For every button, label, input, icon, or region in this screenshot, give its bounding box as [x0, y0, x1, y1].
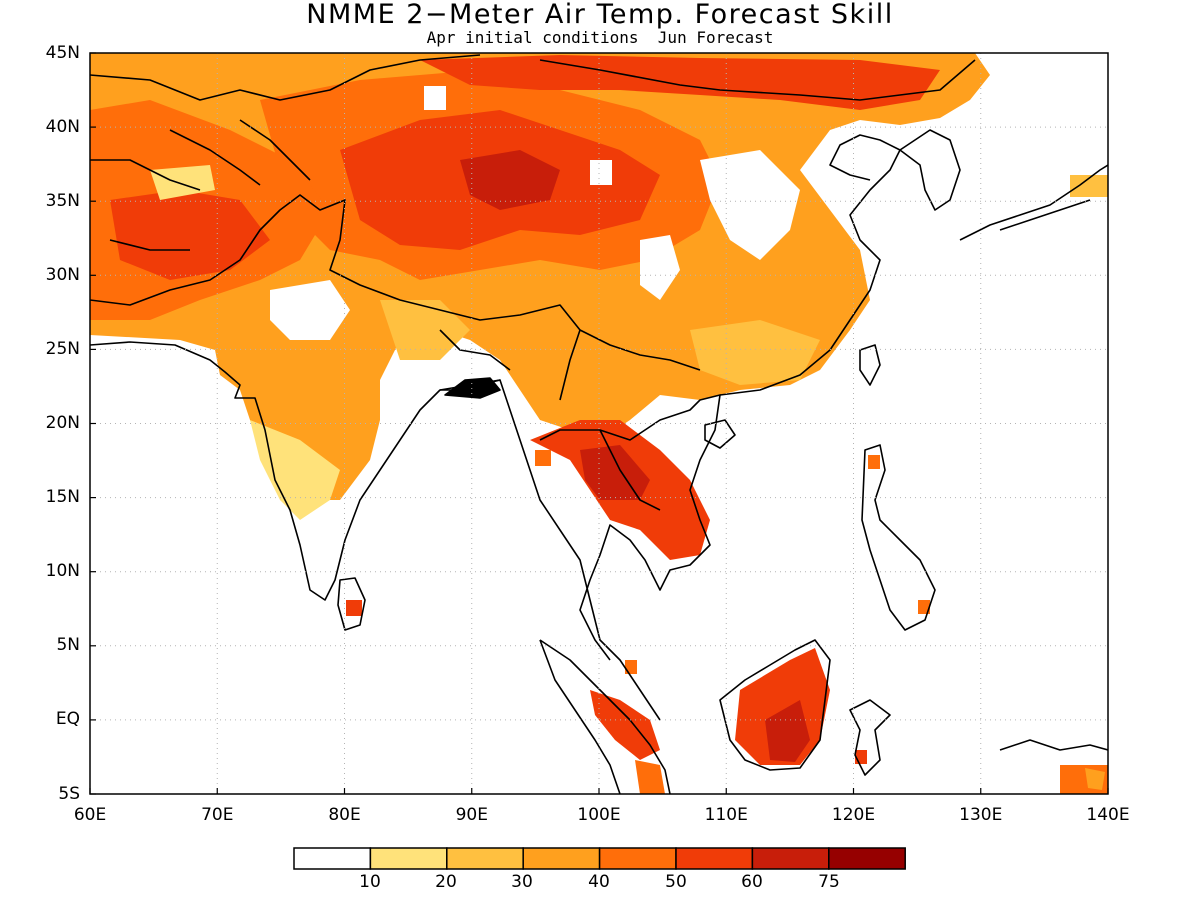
skill-gap-india	[270, 280, 350, 340]
colorbar-swatch	[828, 847, 906, 870]
lon-label-110e: 110E	[704, 805, 748, 825]
skill-patch-japan	[1070, 175, 1108, 197]
lat-label-5s: 5S	[58, 784, 80, 804]
skill-patch-sri-lanka	[346, 600, 362, 616]
skill-patch-luzon	[868, 455, 880, 469]
skill-region-indochina-dark	[580, 445, 650, 500]
skill-gap-taklimakan	[590, 160, 612, 185]
skill-region-tibet-dark	[460, 150, 560, 210]
colorbar-swatch	[293, 847, 372, 870]
skill-gap-china-east	[700, 150, 800, 260]
lon-label-80e: 80E	[328, 805, 361, 825]
lat-label-20n: 20N	[45, 413, 80, 433]
lat-label-45n: 45N	[45, 43, 80, 63]
skill-gap-kazakh	[424, 86, 446, 110]
lat-label-eq: EQ	[55, 709, 80, 729]
skill-gap-sichuan	[640, 235, 680, 300]
colorbar-label-40: 40	[588, 872, 610, 892]
lon-label-140e: 140E	[1086, 805, 1130, 825]
skill-patch-malaya	[625, 660, 637, 674]
skill-fringe-china-south	[690, 320, 820, 385]
colorbar-swatch	[598, 847, 677, 870]
lat-label-15n: 15N	[45, 487, 80, 507]
lat-label-40n: 40N	[45, 117, 80, 137]
lat-label-5n: 5N	[56, 635, 80, 655]
skill-region-iran-hot	[110, 190, 270, 280]
gridlines	[90, 53, 1108, 794]
map-subtitle: Apr initial conditions Jun Forecast	[426, 28, 774, 47]
colorbar-swatch	[675, 847, 754, 870]
skill-patch-burma	[535, 450, 551, 466]
skill-fringe-bengal	[380, 300, 470, 360]
skill-region-india-south	[250, 420, 340, 520]
colorbar-swatch	[369, 847, 448, 870]
lon-label-90e: 90E	[455, 805, 488, 825]
skill-patch-mindanao	[918, 600, 930, 614]
lon-label-70e: 70E	[201, 805, 234, 825]
lat-label-35n: 35N	[45, 191, 80, 211]
skill-fill-regions	[90, 53, 1108, 794]
colorbar	[293, 847, 906, 870]
lat-label-25n: 25N	[45, 339, 80, 359]
coastlines	[90, 54, 1108, 794]
colorbar-label-20: 20	[435, 872, 457, 892]
map-title: NMME 2−Meter Air Temp. Forecast Skill	[306, 0, 894, 30]
skill-region-new-guinea-core	[1085, 768, 1105, 790]
lon-label-130e: 130E	[959, 805, 1003, 825]
lat-label-30n: 30N	[45, 265, 80, 285]
skill-region-sumatra	[590, 690, 660, 760]
colorbar-label-60: 60	[741, 872, 763, 892]
colorbar-label-30: 30	[511, 872, 533, 892]
colorbar-swatch	[446, 847, 524, 870]
plot-frame	[89, 52, 1109, 795]
colorbar-swatch	[751, 847, 830, 870]
colorbar-label-10: 10	[359, 872, 381, 892]
skill-region-sumatra-south	[635, 760, 665, 794]
skill-fringe-afghan	[150, 165, 215, 200]
colorbar-swatch	[522, 847, 601, 870]
colorbar-label-75: 75	[818, 872, 840, 892]
lon-label-120e: 120E	[831, 805, 876, 825]
colorbar-label-50: 50	[665, 872, 687, 892]
lon-label-60e: 60E	[73, 805, 107, 825]
skill-region-borneo-dark	[765, 700, 810, 762]
lon-label-100e: 100E	[577, 805, 621, 825]
lat-label-10n: 10N	[45, 561, 80, 581]
